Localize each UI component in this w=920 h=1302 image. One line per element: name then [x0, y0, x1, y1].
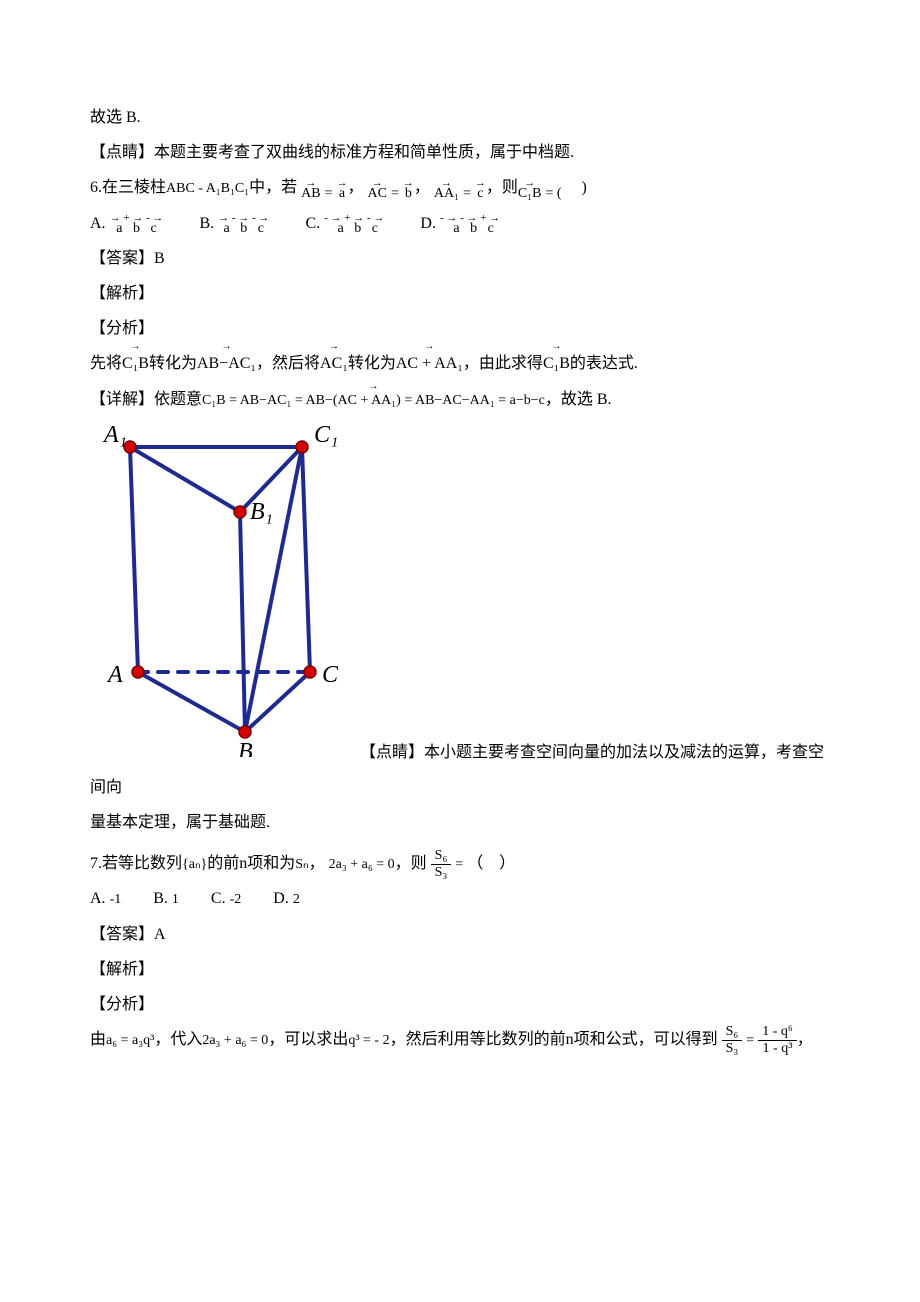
q7a-frac1: S₆S₃	[722, 1025, 743, 1056]
vec-AA1: →AA₁	[434, 177, 459, 201]
q7a-eq3: q³ = - 2	[348, 1033, 389, 1048]
option-A-expr: → + → - →a b c	[110, 212, 164, 236]
q7a-eq: =	[746, 1033, 754, 1048]
q7-paren: （ ）	[467, 855, 515, 872]
prism-figure-line: ABCA₁B₁C₁ 【点睛】本小题主要考查空间向量的加法以及减法的运算，考查空间…	[90, 417, 830, 805]
q7a-frac2: 1 - q⁶1 - q³	[758, 1025, 797, 1056]
q6d-tail: ，故选 B.	[545, 391, 612, 408]
q7-optA: A.	[90, 890, 106, 907]
q7-cond: 2a₃ + a₆ = 0	[329, 857, 395, 872]
q7a-m3: ，然后利用等比数列的前n项和公式，可以得到	[390, 1031, 718, 1048]
q7-mid2: ，	[309, 855, 325, 872]
svg-text:C: C	[322, 662, 339, 688]
question-7-stem: 7.若等比数列{aₙ}的前n项和为Sₙ， 2a₃ + a₆ = 0，则 S₆S₃…	[90, 846, 830, 881]
vec-a: →a	[337, 177, 348, 201]
q7a-m2: ，可以求出	[268, 1031, 348, 1048]
q7-valB: 1	[172, 892, 179, 907]
q7a-eq2: 2a₃ + a₆ = 0	[202, 1033, 268, 1048]
c2: ，	[414, 179, 430, 196]
paragraph-conclusion: 故选 B.	[90, 100, 830, 135]
fenxi-7: 【分析】	[90, 987, 830, 1022]
question-6-options: A. → + → - →a b c B. → - → - →a b c C. -…	[90, 206, 830, 241]
q6-paren-tail: )	[566, 179, 587, 196]
q7-optC: C.	[211, 890, 226, 907]
q6a-pre: 先将	[90, 355, 122, 372]
q6a-m1: 转化为	[149, 355, 197, 372]
jiexi-6: 【解析】	[90, 276, 830, 311]
c1: ，	[348, 179, 364, 196]
q7a-pre: 由	[90, 1031, 106, 1048]
q6a-tail: 的表达式.	[570, 355, 638, 372]
answer-7: 【答案】A	[90, 917, 830, 952]
svg-text:B: B	[238, 739, 253, 757]
q7-optD: D.	[273, 890, 289, 907]
q7a-eq1: a₆ = a₃q³	[106, 1033, 154, 1048]
svg-text:B₁: B₁	[250, 499, 273, 525]
q6-detail: 【详解】依题意C₁B = AB−AC₁ = AB−(AC + AA₁) = AB…	[90, 382, 830, 417]
question-6-stem: 6.在三棱柱ABC - A₁B₁C₁中，若 →AB = →a， →AC = →b…	[90, 170, 830, 205]
svg-text:A₁: A₁	[102, 422, 127, 448]
vec-AB: →AB	[301, 177, 320, 201]
q7-frac-S6S3: S₆S₃	[431, 849, 452, 880]
vec-eq3: =	[463, 177, 471, 201]
q6-prefix: 6.在三棱柱	[90, 179, 166, 196]
prism-figure: A B C A₁ B₁ C₁	[90, 417, 360, 770]
q6a-m2: ，然后将	[256, 355, 320, 372]
q6a-m4: ，由此求得	[463, 355, 543, 372]
svg-text:A: A	[106, 662, 123, 688]
option-D-label: D.	[420, 215, 436, 232]
option-D-expr: - → - → + → a b c	[440, 212, 500, 236]
q7-eq: =	[455, 857, 463, 872]
q6d-pre: 【详解】依题意	[90, 391, 202, 408]
vec-C1B: →C₁B	[518, 177, 542, 201]
answer-6: 【答案】B	[90, 241, 830, 276]
q7-prefix: 7.若等比数列	[90, 855, 182, 872]
q6-then: ，则	[486, 179, 518, 196]
q7-then: ，则	[395, 855, 427, 872]
svg-text:C₁: C₁	[314, 422, 338, 448]
q6-prism: ABC - A₁B₁C₁	[166, 181, 249, 196]
vec-eq: =	[325, 177, 333, 201]
q7-mid1: 的前n项和为	[207, 855, 295, 872]
jiexi-7: 【解析】	[90, 952, 830, 987]
q6-mid1: 中，若	[249, 179, 297, 196]
q6a-C1B: C₁B	[122, 346, 149, 381]
q7-valA: -1	[110, 892, 122, 907]
option-B-label: B.	[199, 215, 214, 232]
option-B-expr: → - → - →a b c	[218, 212, 269, 236]
q6-dianjing-part2: 量基本定理，属于基础题.	[90, 805, 830, 840]
paragraph-dianjing-5: 【点睛】本题主要考查了双曲线的标准方程和简单性质，属于中档题.	[90, 135, 830, 170]
vec-AC: →AC	[368, 177, 387, 201]
q7a-tail: ，	[797, 1031, 813, 1048]
option-A-label: A.	[90, 215, 106, 232]
q7a-m1: ，代入	[154, 1031, 202, 1048]
q7-Sn: Sₙ	[295, 857, 308, 872]
q7-seq: {aₙ}	[182, 857, 207, 872]
q7-valC: -2	[230, 892, 242, 907]
q7-valD: 2	[293, 892, 300, 907]
vec-b: →b	[403, 177, 414, 201]
q6a-m3: 转化为	[348, 355, 396, 372]
vec-eq2: =	[391, 177, 399, 201]
vec-eqparen: = (	[545, 177, 561, 201]
q7-analysis: 由a₆ = a₃q³，代入2a₃ + a₆ = 0，可以求出q³ = - 2，然…	[90, 1022, 830, 1057]
q6a-C1B2: C₁B	[543, 346, 570, 381]
q7-optB: B.	[153, 890, 168, 907]
option-C-label: C.	[305, 215, 320, 232]
option-C-expr: - → + → - → a b c	[324, 212, 384, 236]
vec-c: →c	[475, 177, 486, 201]
question-7-options: A. -1 B. 1 C. -2 D. 2	[90, 881, 830, 916]
q6d-eq: C₁B = AB−AC₁ = AB−(AC + AA₁) = AB−AC−AA₁…	[202, 386, 545, 417]
